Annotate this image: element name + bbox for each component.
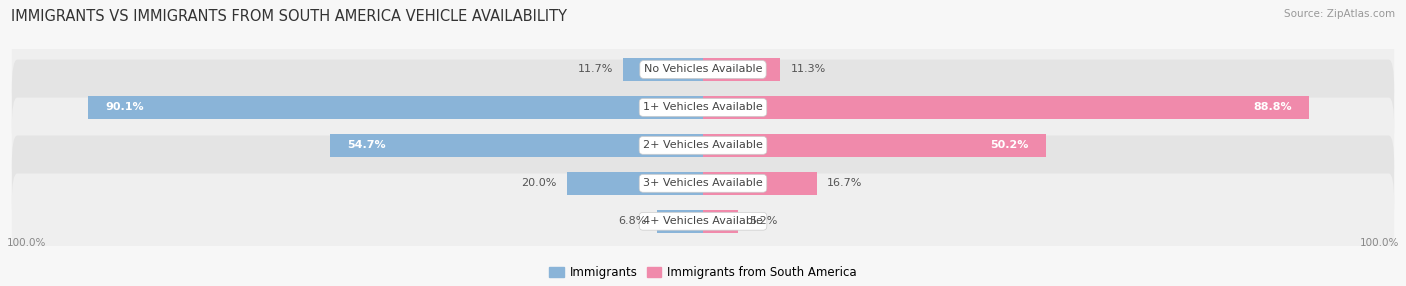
FancyBboxPatch shape — [11, 98, 1395, 193]
FancyBboxPatch shape — [11, 174, 1395, 269]
Text: 100.0%: 100.0% — [7, 238, 46, 248]
Bar — [703, 210, 738, 233]
Text: 6.8%: 6.8% — [619, 216, 647, 226]
FancyBboxPatch shape — [11, 22, 1395, 117]
Bar — [703, 172, 817, 195]
Bar — [330, 134, 703, 157]
Text: 50.2%: 50.2% — [990, 140, 1028, 150]
FancyBboxPatch shape — [11, 59, 1395, 155]
Text: No Vehicles Available: No Vehicles Available — [644, 64, 762, 74]
Bar — [89, 96, 703, 119]
Text: 4+ Vehicles Available: 4+ Vehicles Available — [643, 216, 763, 226]
FancyBboxPatch shape — [11, 136, 1395, 231]
Bar — [657, 210, 703, 233]
Text: 11.7%: 11.7% — [578, 64, 613, 74]
Text: IMMIGRANTS VS IMMIGRANTS FROM SOUTH AMERICA VEHICLE AVAILABILITY: IMMIGRANTS VS IMMIGRANTS FROM SOUTH AMER… — [11, 9, 567, 23]
Bar — [567, 172, 703, 195]
Text: 54.7%: 54.7% — [347, 140, 385, 150]
Bar — [703, 58, 780, 81]
Text: Source: ZipAtlas.com: Source: ZipAtlas.com — [1284, 9, 1395, 19]
Bar — [703, 96, 1309, 119]
Text: 100.0%: 100.0% — [1360, 238, 1399, 248]
Legend: Immigrants, Immigrants from South America: Immigrants, Immigrants from South Americ… — [544, 261, 862, 283]
Bar — [703, 134, 1046, 157]
Text: 20.0%: 20.0% — [522, 178, 557, 188]
Text: 2+ Vehicles Available: 2+ Vehicles Available — [643, 140, 763, 150]
Text: 90.1%: 90.1% — [105, 102, 143, 112]
Text: 3+ Vehicles Available: 3+ Vehicles Available — [643, 178, 763, 188]
Text: 1+ Vehicles Available: 1+ Vehicles Available — [643, 102, 763, 112]
Text: 5.2%: 5.2% — [749, 216, 778, 226]
Text: 11.3%: 11.3% — [790, 64, 825, 74]
Bar — [623, 58, 703, 81]
Text: 88.8%: 88.8% — [1253, 102, 1292, 112]
Text: 16.7%: 16.7% — [827, 178, 862, 188]
